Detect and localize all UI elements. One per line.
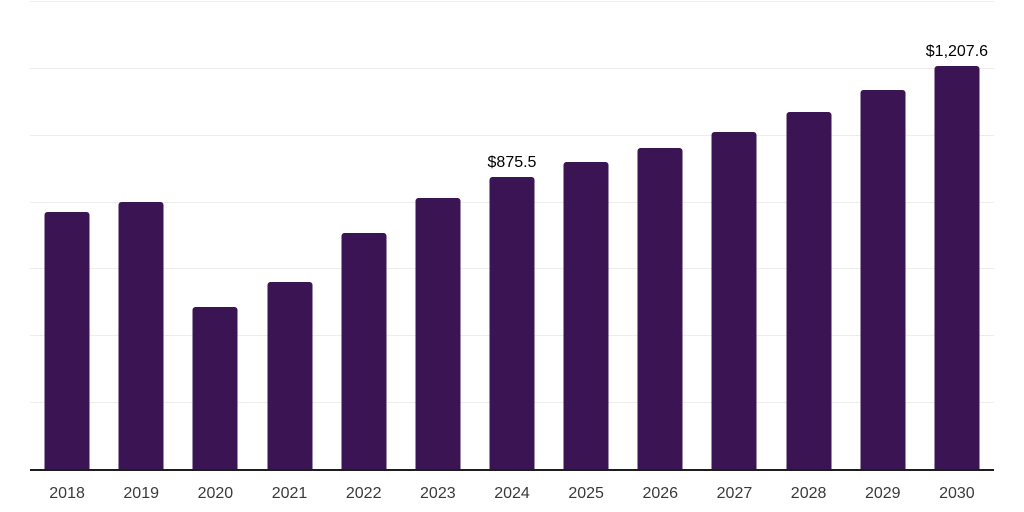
bar-band (327, 2, 401, 470)
x-tick-label-2027: 2027 (716, 485, 753, 502)
bar-band (846, 2, 920, 470)
bar-band (178, 2, 252, 470)
data-label-2030: $1,207.6 (925, 43, 989, 61)
bar-2028 (786, 112, 832, 470)
bar-2029 (860, 89, 906, 470)
bar-2026 (637, 147, 683, 470)
x-tick-label-2020: 2020 (197, 485, 234, 502)
x-tick-label-2018: 2018 (49, 485, 85, 502)
x-tick-label-2030: 2030 (939, 485, 975, 502)
bar-2019 (118, 201, 164, 470)
bar-band (401, 2, 475, 470)
x-tick-label-2019: 2019 (123, 485, 159, 502)
bar-band (549, 2, 623, 470)
x-tick-label-2028: 2028 (790, 485, 827, 502)
x-tick-label-2029: 2029 (864, 485, 901, 502)
bar-band (30, 2, 104, 470)
bar-2024 (489, 177, 535, 470)
x-tick-label-2023: 2023 (420, 485, 456, 502)
bar-band (104, 2, 178, 470)
x-tick-label-2026: 2026 (642, 485, 679, 502)
bar-band (697, 2, 771, 470)
plot-area: $875.5 $1,207.6 (30, 1, 994, 471)
bar-2020 (192, 307, 238, 470)
bar-band: $875.5 (475, 2, 549, 470)
bar-band (623, 2, 697, 470)
bar-2027 (711, 131, 757, 470)
bar-2021 (267, 281, 313, 470)
x-tick-label-2024: 2024 (494, 485, 530, 502)
bar-2018 (44, 211, 90, 470)
x-tick-label-2021: 2021 (271, 485, 308, 502)
bar-2025 (563, 162, 609, 470)
x-axis-line (30, 469, 994, 471)
bar-band: $1,207.6 (920, 2, 994, 470)
bars: $875.5 $1,207.6 (30, 2, 994, 470)
data-label-2024: $875.5 (487, 154, 537, 172)
gridline (30, 67, 994, 69)
gridline (30, 1, 994, 2)
bar-band (252, 2, 326, 470)
bar-2023 (415, 197, 461, 470)
x-axis-labels: 2018 2019 2020 2021 2022 2023 2024 2025 2026 2027… (30, 470, 994, 512)
x-tick-label-2025: 2025 (568, 485, 604, 502)
bar-2022 (341, 233, 387, 470)
x-tick-label-2022: 2022 (345, 485, 382, 502)
bar-2030 (934, 66, 980, 470)
bar-band (772, 2, 846, 470)
gridline (30, 134, 994, 136)
